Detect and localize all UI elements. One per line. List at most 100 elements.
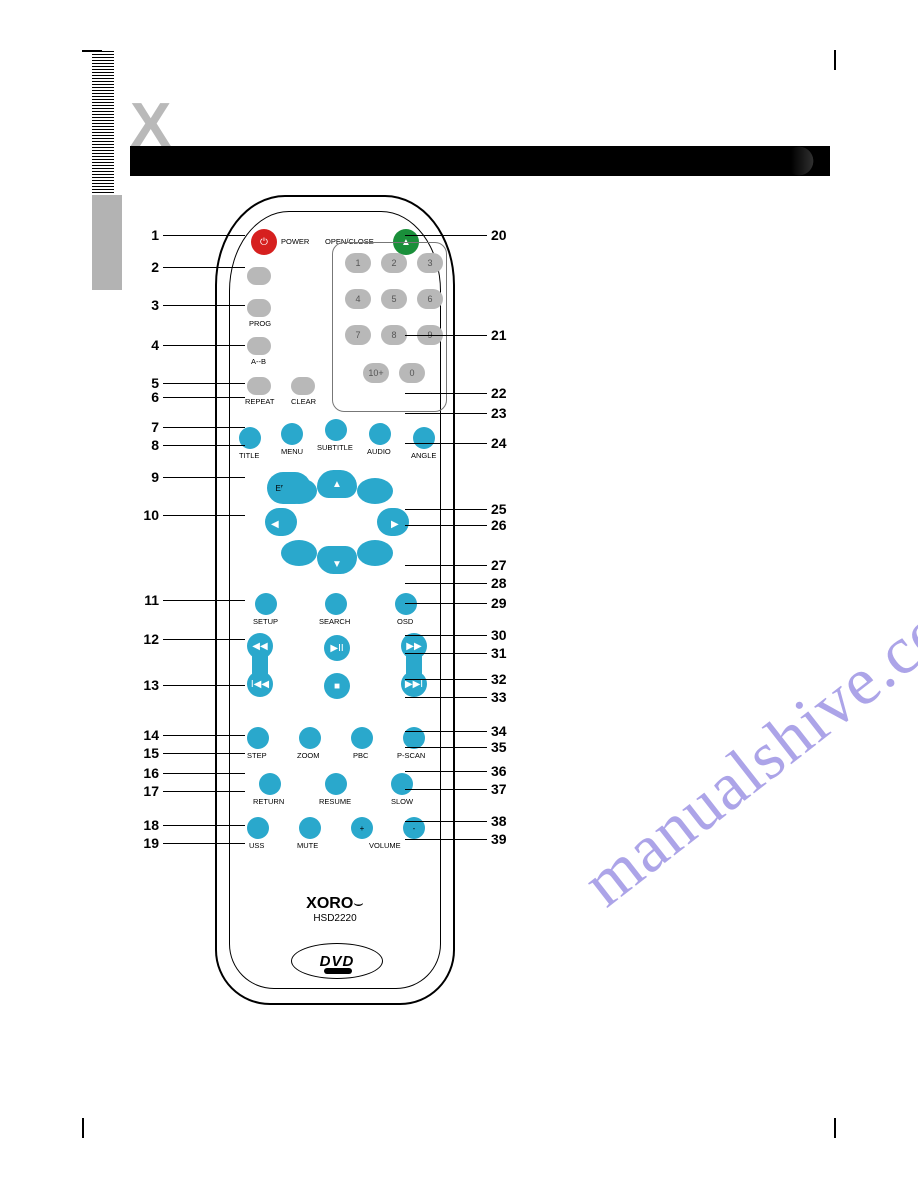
brand-block: XORO⌣ HSD2220 bbox=[217, 895, 453, 924]
leader-line bbox=[163, 791, 245, 792]
numpad-5-button[interactable]: 5 bbox=[381, 289, 407, 309]
leader-line bbox=[405, 443, 487, 444]
leader-line bbox=[405, 731, 487, 732]
step-button[interactable] bbox=[247, 727, 269, 749]
setup-button[interactable] bbox=[255, 593, 277, 615]
audio-button[interactable] bbox=[369, 423, 391, 445]
mute-button[interactable] bbox=[299, 817, 321, 839]
callout-17: 17 bbox=[135, 783, 159, 799]
ab-button[interactable] bbox=[247, 337, 271, 355]
leader-line bbox=[163, 397, 245, 398]
callout-4: 4 bbox=[135, 337, 159, 353]
pbc-button[interactable] bbox=[351, 727, 373, 749]
dvd-logo: DVD bbox=[291, 943, 383, 979]
leader-line bbox=[405, 679, 487, 680]
numpad-1-button[interactable]: 1 bbox=[345, 253, 371, 273]
vol-plus-button[interactable]: + bbox=[351, 817, 373, 839]
ab-label: A--B bbox=[251, 357, 266, 366]
resume-button[interactable] bbox=[325, 773, 347, 795]
grey-button-1[interactable] bbox=[247, 267, 271, 285]
angle-button[interactable] bbox=[413, 427, 435, 449]
zoom-label: ZOOM bbox=[297, 751, 320, 760]
clear-label: CLEAR bbox=[291, 397, 316, 406]
leader-line bbox=[405, 747, 487, 748]
leader-line bbox=[405, 839, 487, 840]
crop-mark bbox=[834, 50, 836, 70]
leader-line bbox=[405, 697, 487, 698]
callout-27: 27 bbox=[491, 557, 515, 573]
callout-23: 23 bbox=[491, 405, 515, 421]
callout-25: 25 bbox=[491, 501, 515, 517]
clear-button[interactable] bbox=[291, 377, 315, 395]
leader-line bbox=[163, 515, 245, 516]
leader-line bbox=[163, 383, 245, 384]
power-label: POWER bbox=[281, 237, 309, 246]
dpad-right-button[interactable]: ▶ bbox=[377, 508, 409, 536]
callout-8: 8 bbox=[135, 437, 159, 453]
callout-37: 37 bbox=[491, 781, 515, 797]
zoom-button[interactable] bbox=[299, 727, 321, 749]
callout-11: 11 bbox=[135, 592, 159, 608]
stop-button[interactable]: ■ bbox=[324, 673, 350, 699]
numpad-3-button[interactable]: 3 bbox=[417, 253, 443, 273]
slow-label: SLOW bbox=[391, 797, 413, 806]
leader-line bbox=[163, 735, 245, 736]
callout-28: 28 bbox=[491, 575, 515, 591]
dpad-down-button[interactable]: ▼ bbox=[317, 546, 357, 574]
dpad-left-button[interactable]: ◀ bbox=[265, 508, 297, 536]
angle-label: ANGLE bbox=[411, 451, 436, 460]
numpad-7-button[interactable]: 7 bbox=[345, 325, 371, 345]
leader-line bbox=[405, 653, 487, 654]
leader-line bbox=[163, 445, 245, 446]
dpad-up-button[interactable]: ▲ bbox=[317, 470, 357, 498]
callout-31: 31 bbox=[491, 645, 515, 661]
uss-button[interactable] bbox=[247, 817, 269, 839]
callout-29: 29 bbox=[491, 595, 515, 611]
leader-line bbox=[405, 393, 487, 394]
mute-label: MUTE bbox=[297, 841, 318, 850]
next-button[interactable]: ▶▶I bbox=[401, 671, 427, 697]
leader-line bbox=[163, 639, 245, 640]
prog-button[interactable] bbox=[247, 299, 271, 317]
subtitle-button[interactable] bbox=[325, 419, 347, 441]
repeat-button[interactable] bbox=[247, 377, 271, 395]
numpad-10+-button[interactable]: 10+ bbox=[363, 363, 389, 383]
menu-button[interactable] bbox=[281, 423, 303, 445]
leader-line bbox=[163, 825, 245, 826]
uss-label: USS bbox=[249, 841, 264, 850]
leader-line bbox=[163, 773, 245, 774]
search-button[interactable] bbox=[325, 593, 347, 615]
numpad-6-button[interactable]: 6 bbox=[417, 289, 443, 309]
callout-36: 36 bbox=[491, 763, 515, 779]
leader-line bbox=[405, 583, 487, 584]
numpad-8-button[interactable]: 8 bbox=[381, 325, 407, 345]
leader-line bbox=[163, 267, 245, 268]
menu-label: MENU bbox=[281, 447, 303, 456]
setup-label: SETUP bbox=[253, 617, 278, 626]
watermark: manualshive.com bbox=[568, 557, 918, 923]
dpad-arc bbox=[357, 540, 393, 566]
dpad: ▲ ▼ ◀ ▶ ENTER bbox=[267, 472, 407, 572]
prev-button[interactable]: I◀◀ bbox=[247, 671, 273, 697]
callout-12: 12 bbox=[135, 631, 159, 647]
numpad-2-button[interactable]: 2 bbox=[381, 253, 407, 273]
play-pause-button[interactable]: ▶II bbox=[324, 635, 350, 661]
leader-line bbox=[405, 565, 487, 566]
callout-13: 13 bbox=[135, 677, 159, 693]
pbc-label: PBC bbox=[353, 751, 368, 760]
power-button[interactable]: ⏻ bbox=[251, 229, 277, 255]
leader-line bbox=[163, 600, 245, 601]
numpad-0-button[interactable]: 0 bbox=[399, 363, 425, 383]
side-tab bbox=[92, 195, 122, 290]
callout-20: 20 bbox=[491, 227, 515, 243]
callout-16: 16 bbox=[135, 765, 159, 781]
slow-button[interactable] bbox=[391, 773, 413, 795]
callout-18: 18 bbox=[135, 817, 159, 833]
numpad-4-button[interactable]: 4 bbox=[345, 289, 371, 309]
osd-button[interactable] bbox=[395, 593, 417, 615]
leader-line bbox=[163, 427, 245, 428]
leader-line bbox=[163, 843, 245, 844]
callout-38: 38 bbox=[491, 813, 515, 829]
callout-26: 26 bbox=[491, 517, 515, 533]
return-button[interactable] bbox=[259, 773, 281, 795]
